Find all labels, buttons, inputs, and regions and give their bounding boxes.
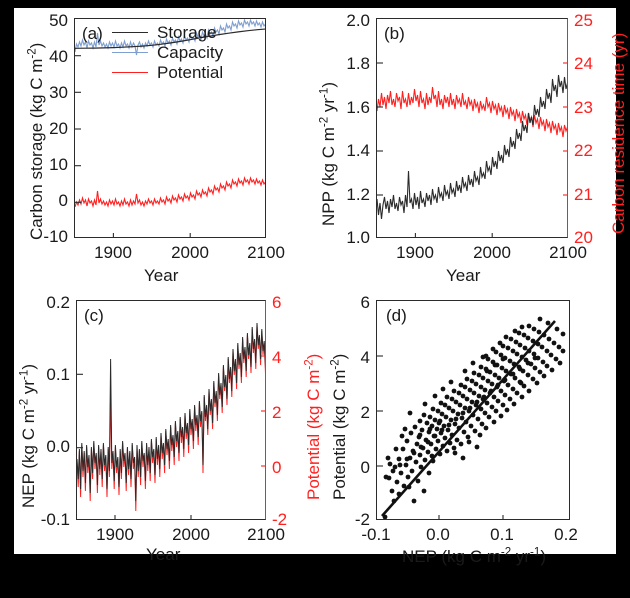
panel-b-rytick-23: 23 [574, 98, 593, 117]
panel-c-ylabel-left: NEP (kg C m-2 yr-1) [18, 364, 38, 508]
panel-b-ytick-1p6: 1.6 [346, 98, 370, 117]
panel-a-ylabel: Carbon storage (kg C m-2) [26, 42, 46, 240]
legend-item-storage: Storage [112, 22, 223, 42]
legend-swatch-storage [112, 31, 148, 33]
panel-d-xlabel: NEP (kg C m-2 yr-1) [402, 546, 546, 566]
panel-b-rytick-20: 20 [574, 228, 593, 247]
panel-d-ytick-0: 0 [360, 458, 370, 477]
figure-canvas: Carbon storage (kg C m-2) 50 40 30 20 10… [14, 8, 628, 565]
series-nep-c [77, 322, 265, 502]
legend-label-storage: Storage [157, 22, 217, 42]
panel-b: NPP (kg C m-2 yr-1) 2.0 1.8 1.6 1.4 1.2 … [314, 8, 628, 288]
panel-c-rytick-neg2: -2 [272, 510, 288, 529]
panel-b-xlabel: Year [446, 266, 481, 285]
panel-c-xtick-2000: 2000 [172, 525, 210, 544]
panel-d-ytick-4: 4 [360, 348, 370, 367]
panel-a-xtick-1900: 1900 [94, 243, 132, 262]
panel-c-ytick-0p1: 0.1 [46, 365, 70, 384]
panel-b-rytick-21: 21 [574, 185, 593, 204]
panel-a-xtick-2100: 2100 [247, 243, 285, 262]
panel-a-xtick-2000: 2000 [171, 243, 209, 262]
panel-b-ytick-1p2: 1.2 [346, 185, 370, 204]
panel-c-axes [76, 300, 266, 520]
panel-b-ylabel-right: Carbon residence time (yr) [609, 32, 628, 234]
legend-swatch-capacity [112, 51, 148, 53]
panel-b-axes [376, 18, 568, 238]
series-storage [75, 28, 265, 49]
panel-c: NEP (kg C m-2 yr-1) 0.2 0.1 0.0 -0.1 (c)… [14, 290, 323, 563]
panel-b-tag: (b) [384, 24, 405, 43]
panel-d-tag: (d) [386, 306, 407, 325]
series-residence-time [377, 86, 567, 138]
panel-a-ytick-30: 30 [49, 83, 68, 102]
panel-b-ytick-1p4: 1.4 [346, 141, 370, 160]
legend-label-potential: Potential [157, 62, 224, 82]
panel-d-ytick-neg2: -2 [354, 510, 370, 529]
scatter-points [382, 316, 566, 519]
panel-b-xtick-2000: 2000 [473, 243, 511, 262]
panel-b-xtick-1900: 1900 [396, 243, 434, 262]
panel-a-axes [74, 18, 266, 238]
legend-item-capacity: Capacity [112, 42, 223, 62]
panel-d-xtick-0p0: 0.0 [426, 525, 450, 544]
panel-c-rytick-0: 0 [272, 458, 282, 477]
panel-a-ytick-10: 10 [49, 155, 68, 174]
panel-a-tag: (a) [82, 24, 103, 43]
legend-label-capacity: Capacity [157, 42, 224, 62]
panel-c-rytick-2: 2 [272, 403, 282, 422]
panel-d-xtick-neg0p1: -0.1 [361, 525, 391, 544]
series-potential [75, 176, 265, 209]
panel-c-ytick-0p2: 0.2 [46, 293, 70, 312]
regression-line [381, 320, 556, 517]
panel-d-xtick-0p1: 0.1 [490, 525, 514, 544]
panel-a-ytick-50: 50 [49, 11, 68, 30]
panel-b-ytick-1p8: 1.8 [346, 54, 370, 73]
panel-d-ytick-6: 6 [360, 293, 370, 312]
panel-a-ytick-0: 0 [58, 191, 68, 210]
panel-b-ytick-2p0: 2.0 [346, 11, 370, 30]
panel-a-legend: Storage Capacity Potential [112, 22, 223, 82]
panel-c-rytick-6: 6 [272, 293, 282, 312]
series-npp [377, 74, 567, 220]
panel-d: Potential (kg C m-2) 6 4 2 0 -2 [314, 290, 616, 565]
panel-a: Carbon storage (kg C m-2) 50 40 30 20 10… [14, 8, 314, 288]
legend-item-potential: Potential [112, 62, 223, 82]
panel-d-ylabel: Potential (kg C m-2) [329, 353, 349, 500]
panel-b-xtick-2100: 2100 [549, 243, 587, 262]
panel-a-plot [75, 19, 265, 237]
panel-d-plot [377, 316, 566, 519]
panel-d-xtick-0p2: 0.2 [554, 525, 578, 544]
panel-a-ytick-20: 20 [49, 119, 68, 138]
legend-swatch-potential [112, 71, 148, 73]
panel-c-tag: (c) [84, 306, 104, 325]
panel-c-ytick-0p0: 0.0 [46, 437, 70, 456]
panel-b-rytick-22: 22 [574, 141, 593, 160]
panel-c-xtick-1900: 1900 [96, 525, 134, 544]
panel-a-ytick-neg10: -10 [43, 227, 68, 246]
panel-b-plot [377, 62, 567, 237]
panel-c-plot [77, 322, 265, 519]
panel-b-rytick-25: 25 [574, 11, 593, 30]
panel-c-xtick-2100: 2100 [247, 525, 285, 544]
panel-c-xlabel: Year [146, 545, 181, 564]
series-capacity [75, 19, 265, 56]
panel-c-rytick-4: 4 [272, 348, 282, 367]
panel-a-xlabel: Year [144, 266, 179, 285]
panel-d-axes [376, 300, 570, 520]
panel-c-ytick-neg0p1: -0.1 [40, 510, 70, 529]
panel-a-ytick-40: 40 [49, 47, 68, 66]
panel-b-ytick-1p0: 1.0 [346, 228, 370, 247]
panel-b-rytick-24: 24 [574, 54, 593, 73]
panel-d-ytick-2: 2 [360, 403, 370, 422]
